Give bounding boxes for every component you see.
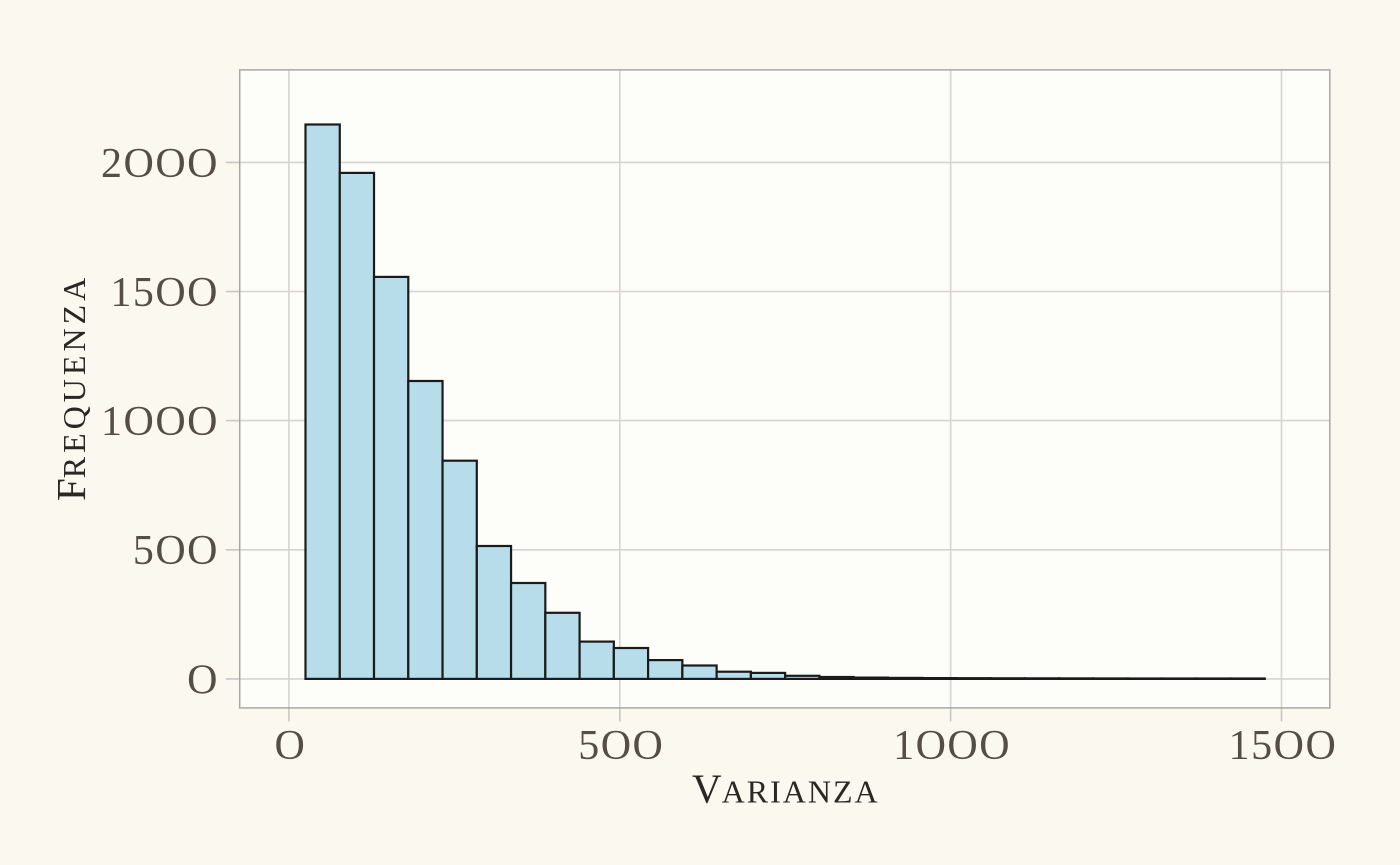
svg-text:FREQUENZA: FREQUENZA: [48, 274, 94, 501]
svg-text:5OO: 5OO: [133, 528, 219, 574]
svg-text:1OOO: 1OOO: [101, 399, 219, 445]
svg-text:O: O: [274, 723, 306, 769]
svg-text:15OO: 15OO: [110, 270, 219, 316]
svg-text:VARIANZA: VARIANZA: [692, 766, 880, 812]
svg-text:1OOO: 1OOO: [893, 723, 1011, 769]
svg-text:5OO: 5OO: [578, 723, 664, 769]
svg-text:2OOO: 2OOO: [101, 141, 219, 187]
svg-text:15OO: 15OO: [1229, 723, 1338, 769]
svg-text:O: O: [187, 657, 219, 703]
